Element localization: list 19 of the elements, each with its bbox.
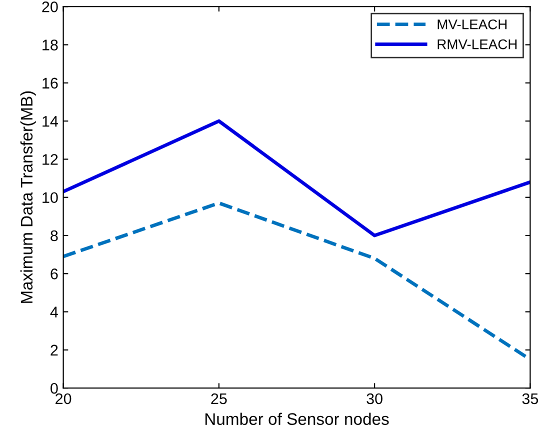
y-tick-label: 0	[50, 382, 58, 394]
legend-label: MV-LEACH	[438, 19, 507, 30]
x-tick-label: 35	[522, 393, 538, 404]
y-tick-label: 4	[50, 306, 58, 318]
line-series	[63, 119, 530, 238]
y-tick-label: 20	[42, 1, 58, 12]
y-tick-label: 10	[42, 192, 58, 204]
y-axis-title: Maximum Data Transfer(MB)	[20, 91, 36, 303]
x-axis-title: Number of Sensor nodes	[205, 412, 389, 425]
legend-label: RMV-LEACH	[438, 39, 517, 50]
x-tick-label: 25	[211, 393, 227, 404]
y-tick-label: 6	[50, 268, 58, 280]
y-tick-label: 16	[42, 78, 58, 89]
y-tick-label: 18	[42, 40, 58, 50]
x-tick-label: 30	[366, 393, 382, 404]
y-tick-label: 14	[42, 116, 58, 127]
y-tick-label: 12	[42, 154, 58, 165]
y-tick-label: 8	[50, 230, 58, 242]
y-tick-label: 2	[50, 344, 58, 356]
